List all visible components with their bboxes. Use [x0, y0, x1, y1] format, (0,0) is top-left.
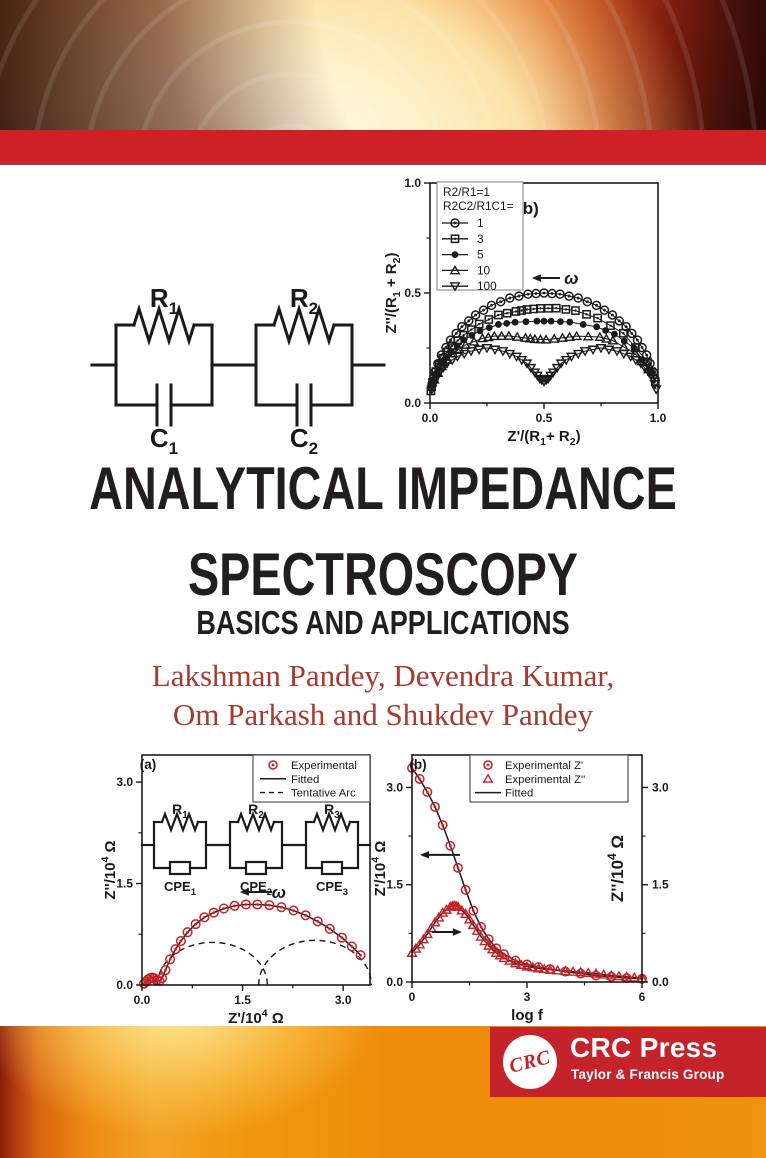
legend-item: 1: [442, 216, 484, 230]
svg-text:Experimental Z': Experimental Z': [505, 760, 583, 772]
rc-circuit: [90, 303, 386, 427]
series-Experimental-Z-: [406, 899, 648, 983]
svg-text:3: 3: [477, 232, 484, 246]
book-title-line2: SPECTROSCOPY: [187, 541, 579, 608]
legend-item: Experimental Z': [483, 760, 583, 772]
red-band: [0, 130, 766, 165]
nyquist-plot-a: R1CPE1R2CPE2R3CPE30.01.53.00.01.53.0Z'/1…: [100, 754, 373, 1027]
svg-text:Z'/(R1+ R2): Z'/(R1+ R2): [507, 428, 580, 448]
svg-text:Z''/(R1 + R2): Z''/(R1 + R2): [383, 253, 403, 334]
svg-text:1.0: 1.0: [650, 411, 667, 425]
svg-text:Experimental Z'': Experimental Z'': [505, 774, 585, 786]
svg-text:R2: R2: [290, 283, 318, 318]
tentative-arc: [156, 941, 269, 986]
svg-text:Fitted: Fitted: [291, 774, 319, 786]
svg-text:3.0: 3.0: [116, 775, 133, 789]
svg-text:5: 5: [477, 248, 484, 262]
spectra-plot-b: 0 3 6 0.0 1.5 3.0 0.0 1.5 3.0 log f Z'/104 Ω Z''/10…: [370, 754, 669, 1024]
svg-text:0.0: 0.0: [652, 975, 669, 989]
svg-text:1.5: 1.5: [652, 878, 669, 892]
svg-text:10: 10: [477, 263, 491, 277]
svg-text:CPE1: CPE1: [164, 879, 197, 898]
svg-text:0.5: 0.5: [404, 286, 421, 300]
svg-text:C1: C1: [150, 423, 178, 458]
authors-line1: Lakshman Pandey, Devendra Kumar,: [151, 658, 615, 693]
legend-item: 3: [442, 232, 484, 246]
svg-text:3.0: 3.0: [652, 780, 669, 794]
series-10: [428, 330, 654, 384]
svg-text:CPE2: CPE2: [240, 879, 272, 898]
legend-title: R2/R1=1: [443, 185, 490, 199]
panel-label: (b): [409, 757, 426, 772]
svg-text:1.0: 1.0: [404, 176, 421, 190]
crc-press-logo: CRC CRC Press Taylor & Francis Group: [490, 1027, 766, 1097]
svg-text:Tentative Arc: Tentative Arc: [291, 788, 356, 800]
svg-text:100: 100: [477, 279, 497, 293]
svg-text:Z'/104 Ω: Z'/104 Ω: [228, 1008, 284, 1027]
svg-text:Z''/104 Ω: Z''/104 Ω: [100, 840, 119, 899]
inset-rc-cpe-circuit: [140, 810, 372, 876]
legend-item: Experimental Z'': [482, 773, 585, 786]
svg-text:0.0: 0.0: [116, 978, 133, 992]
svg-text:Z''/104 Ω: Z''/104 Ω: [605, 835, 627, 902]
svg-text:0.5: 0.5: [536, 411, 553, 425]
legend-item: 10: [442, 263, 491, 277]
equivalent-circuit-diagram: R1 C1 R2 C2: [90, 283, 386, 458]
nyquist-plot-top: 0.0 0.5 1.0 0.0 0.5 1.0 Z'/(R1+ R2) Z''/(R1 + R…: [383, 176, 667, 448]
tentative-arc: [257, 939, 373, 986]
publisher-tagline: Taylor & Francis Group: [571, 1067, 725, 1082]
svg-text:Experimental: Experimental: [291, 760, 357, 772]
publisher-name: CRC Press: [570, 1032, 718, 1063]
svg-text:0.0: 0.0: [404, 396, 421, 410]
svg-text:1.5: 1.5: [234, 993, 251, 1007]
legend-item: Experimental: [268, 760, 357, 772]
panel-label: (a): [140, 757, 157, 772]
cover-art-top: [0, 0, 766, 130]
series-Experimental: [138, 899, 366, 989]
svg-text:6: 6: [639, 990, 646, 1004]
svg-text:C2: C2: [290, 423, 318, 458]
fitted-line: [143, 903, 362, 985]
svg-text:3.0: 3.0: [335, 993, 352, 1007]
svg-text:0.0: 0.0: [422, 411, 439, 425]
authors-line2: Om Parkash and Shukdev Pandey: [172, 697, 594, 732]
legend-item: Tentative Arc: [260, 788, 356, 800]
crc-monogram: CRC: [507, 1046, 553, 1078]
svg-text:0.0: 0.0: [386, 975, 403, 989]
omega-label: ω: [564, 269, 578, 288]
book-subtitle: BASICS AND APPLICATIONS: [196, 604, 570, 641]
legend: Experimental Z' Experimental Z'' Fitted: [469, 754, 629, 803]
legend-title: R2C2/R1C1=: [443, 199, 514, 213]
book-title-line1: ANALYTICAL IMPEDANCE: [89, 455, 677, 522]
crc-monogram-circle: CRC: [503, 1035, 557, 1089]
svg-text:1.5: 1.5: [386, 878, 403, 892]
legend-item: 5: [442, 248, 484, 262]
svg-text:1: 1: [477, 216, 484, 230]
svg-text:Z'/104 Ω: Z'/104 Ω: [370, 841, 389, 897]
omega-label: ω: [272, 883, 286, 902]
legend-item: 100: [442, 279, 497, 293]
legend: Experimental Fitted Tentative Arc: [252, 754, 371, 803]
svg-text:CPE3: CPE3: [316, 879, 348, 898]
svg-text:Fitted: Fitted: [505, 788, 533, 800]
svg-text:log f: log f: [511, 1007, 544, 1024]
legend-item: Fitted: [475, 788, 533, 800]
svg-text:3.0: 3.0: [386, 780, 403, 794]
svg-text:0: 0: [409, 990, 416, 1004]
svg-text:1.5: 1.5: [116, 877, 133, 891]
svg-text:0.0: 0.0: [134, 993, 151, 1007]
legend-item: Fitted: [260, 774, 319, 786]
svg-text:R1: R1: [150, 283, 178, 318]
svg-text:3: 3: [524, 990, 531, 1004]
